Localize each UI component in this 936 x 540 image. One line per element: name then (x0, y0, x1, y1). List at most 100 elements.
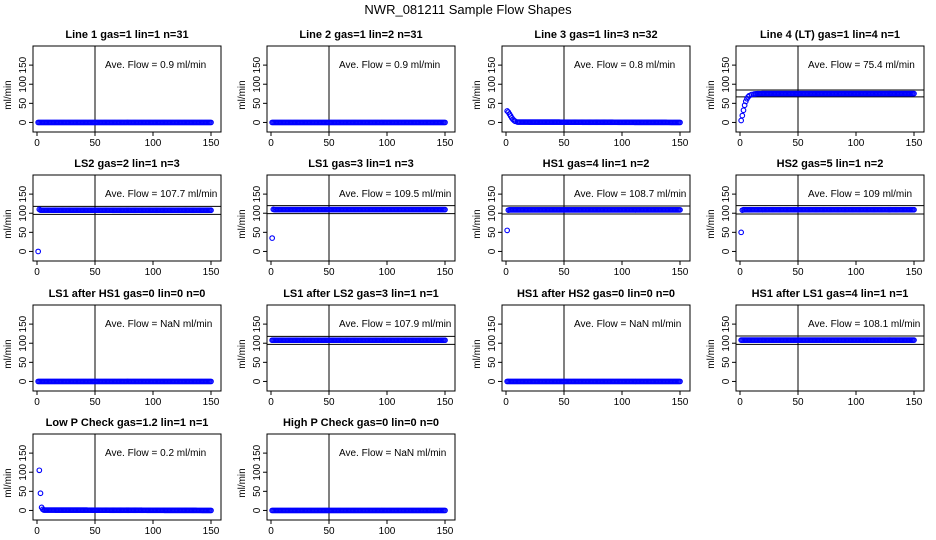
x-tick-label: 150 (906, 397, 923, 408)
x-tick-label: 100 (145, 138, 162, 149)
data-point (742, 98, 749, 105)
x-tick-label: 50 (323, 267, 335, 278)
y-axis-label: ml/min (237, 209, 248, 238)
ave-flow-annotation: Ave. Flow = NaN ml/min (339, 448, 446, 459)
plot-frame (32, 433, 222, 521)
y-tick-label: 150 (487, 56, 498, 73)
y-tick-label: 150 (18, 185, 29, 202)
y-tick-label: 50 (721, 97, 732, 109)
x-tick-label: 0 (503, 267, 509, 278)
y-tick-label: 50 (252, 226, 263, 238)
panel-title: Low P Check gas=1.2 lin=1 n=1 (46, 417, 209, 429)
x-tick-label: 50 (558, 397, 570, 408)
data-point (442, 337, 448, 344)
plot-frame (735, 45, 925, 133)
panel-title: LS1 after LS2 gas=3 lin=1 n=1 (283, 288, 439, 300)
ave-flow-annotation: Ave. Flow = 0.9 ml/min (339, 60, 440, 71)
plot-frame (266, 433, 456, 521)
x-tick-label: 50 (89, 267, 101, 278)
x-tick-label: 50 (558, 267, 570, 278)
x-tick-label: 100 (145, 267, 162, 278)
data-point (442, 119, 448, 126)
panel-title: Line 3 gas=1 lin=3 n=32 (534, 29, 657, 41)
x-tick-label: 50 (558, 138, 570, 149)
y-tick-label: 150 (252, 185, 263, 202)
data-point (37, 490, 44, 497)
y-tick-label: 50 (252, 356, 263, 368)
y-tick-label: 150 (252, 56, 263, 73)
y-tick-label: 0 (18, 507, 29, 513)
x-tick-label: 150 (906, 267, 923, 278)
y-axis-label: ml/min (237, 468, 248, 497)
y-axis-label: ml/min (3, 209, 14, 238)
y-tick-label: 50 (721, 226, 732, 238)
panel-title: Line 1 gas=1 lin=1 n=31 (65, 29, 188, 41)
y-tick-label: 100 (721, 334, 732, 351)
data-point (677, 378, 683, 385)
x-tick-label: 150 (437, 138, 454, 149)
y-tick-label: 0 (18, 119, 29, 125)
x-tick-label: 0 (503, 138, 509, 149)
panel-10: LS1 after LS2 gas=3 lin=1 n=1 0 50 100 150 0 5… (237, 288, 456, 408)
plot-frame (735, 174, 925, 262)
panel-13: Low P Check gas=1.2 lin=1 n=1 0 50 100 150 0 5… (3, 417, 222, 537)
x-tick-label: 0 (503, 397, 509, 408)
plot-frame (32, 174, 222, 262)
x-tick-label: 100 (614, 138, 631, 149)
x-tick-label: 100 (379, 267, 396, 278)
x-tick-label: 50 (89, 397, 101, 408)
x-tick-label: 100 (848, 397, 865, 408)
data-point (269, 235, 276, 241)
y-tick-label: 100 (252, 463, 263, 480)
x-tick-label: 0 (268, 138, 274, 149)
y-tick-label: 0 (252, 378, 263, 384)
x-tick-label: 150 (203, 267, 220, 278)
y-tick-label: 0 (252, 119, 263, 125)
data-point (442, 206, 448, 213)
panel-3: Line 3 gas=1 lin=3 n=32 0 50 100 150 0 50 100 15… (472, 29, 691, 149)
panel-1: Line 1 gas=1 lin=1 n=31 0 50 100 150 0 50 100 15… (3, 29, 222, 149)
x-tick-label: 0 (34, 526, 40, 537)
x-tick-label: 150 (203, 397, 220, 408)
y-tick-label: 0 (487, 378, 498, 384)
ave-flow-annotation: Ave. Flow = 107.7 ml/min (105, 189, 217, 200)
y-tick-label: 150 (18, 444, 29, 461)
panel-8: HS2 gas=5 lin=1 n=2 0 50 100 150 0 50 100 150 ml/… (706, 158, 925, 278)
y-tick-label: 0 (18, 248, 29, 254)
x-tick-label: 150 (672, 397, 689, 408)
y-tick-label: 100 (487, 204, 498, 221)
x-tick-label: 150 (203, 526, 220, 537)
y-axis-label: ml/min (237, 80, 248, 109)
y-tick-label: 0 (721, 119, 732, 125)
y-tick-label: 150 (721, 56, 732, 73)
x-tick-label: 100 (145, 397, 162, 408)
data-point (911, 90, 917, 97)
y-tick-label: 50 (721, 356, 732, 368)
y-tick-label: 100 (252, 75, 263, 92)
x-tick-label: 0 (737, 397, 743, 408)
data-point (738, 229, 745, 236)
ave-flow-annotation: Ave. Flow = 75.4 ml/min (808, 60, 915, 71)
plot-frame (266, 45, 456, 133)
y-axis-label: ml/min (472, 80, 483, 109)
y-axis-label: ml/min (3, 80, 14, 109)
panel-5: LS2 gas=2 lin=1 n=3 0 50 100 150 0 50 100 150 ml/… (3, 158, 222, 278)
x-tick-label: 0 (737, 138, 743, 149)
x-tick-label: 100 (379, 397, 396, 408)
y-tick-label: 100 (18, 75, 29, 92)
ave-flow-annotation: Ave. Flow = 109.5 ml/min (339, 189, 451, 200)
x-tick-label: 50 (792, 138, 804, 149)
y-tick-label: 50 (18, 226, 29, 238)
x-tick-label: 0 (34, 397, 40, 408)
y-axis-label: ml/min (237, 339, 248, 368)
data-point (442, 507, 448, 514)
panel-title: LS1 gas=3 lin=1 n=3 (308, 158, 413, 170)
data-point (504, 227, 511, 234)
y-axis-label: ml/min (472, 209, 483, 238)
y-tick-label: 50 (18, 356, 29, 368)
plot-frame (501, 304, 691, 392)
y-tick-label: 150 (18, 56, 29, 73)
y-tick-label: 150 (18, 315, 29, 332)
data-point (208, 119, 214, 126)
